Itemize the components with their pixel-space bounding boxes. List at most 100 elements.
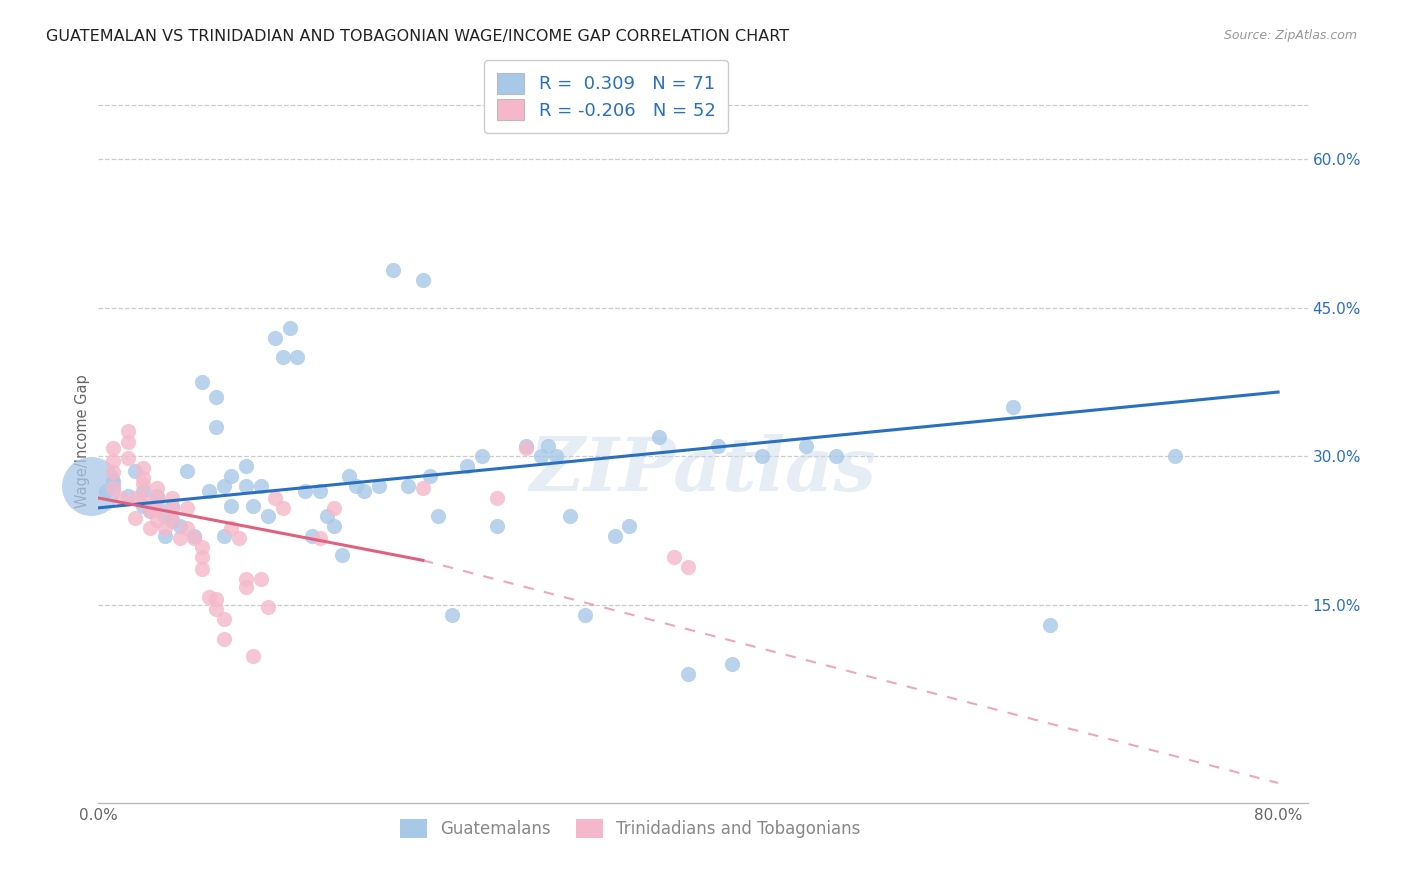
- Point: [101, 481, 124, 495]
- Point: [212, 479, 235, 493]
- Point: [1038, 617, 1060, 632]
- Point: [124, 464, 146, 478]
- Point: [146, 481, 169, 495]
- Y-axis label: Wage/Income Gap: Wage/Income Gap: [75, 375, 90, 508]
- Point: [235, 459, 257, 474]
- Point: [110, 491, 132, 505]
- Point: [537, 440, 560, 454]
- Point: [235, 580, 257, 594]
- Point: [212, 612, 235, 626]
- Point: [198, 483, 221, 498]
- Point: [146, 499, 169, 513]
- Point: [219, 499, 242, 513]
- Point: [160, 503, 183, 517]
- Point: [242, 649, 264, 664]
- Point: [346, 479, 368, 493]
- Point: [235, 479, 257, 493]
- Point: [271, 351, 294, 365]
- Point: [257, 508, 280, 523]
- Point: [367, 479, 389, 493]
- Point: [308, 531, 330, 545]
- Point: [131, 483, 153, 498]
- Point: [271, 500, 294, 515]
- Point: [219, 469, 242, 483]
- Point: [101, 465, 124, 479]
- Point: [678, 667, 700, 681]
- Point: [146, 489, 169, 503]
- Point: [721, 657, 744, 672]
- Point: [485, 518, 508, 533]
- Point: [706, 440, 728, 454]
- Point: [198, 590, 221, 604]
- Point: [560, 508, 582, 523]
- Text: Source: ZipAtlas.com: Source: ZipAtlas.com: [1223, 29, 1357, 42]
- Point: [412, 481, 434, 495]
- Point: [441, 607, 464, 622]
- Point: [153, 528, 176, 542]
- Point: [219, 521, 242, 535]
- Point: [183, 531, 205, 545]
- Point: [353, 483, 375, 498]
- Point: [131, 477, 153, 491]
- Point: [212, 632, 235, 646]
- Point: [131, 499, 153, 513]
- Point: [330, 549, 353, 563]
- Point: [101, 442, 124, 456]
- Point: [212, 528, 235, 542]
- Point: [205, 591, 228, 606]
- Point: [662, 550, 685, 565]
- Point: [419, 469, 441, 483]
- Point: [190, 562, 212, 576]
- Point: [176, 464, 198, 478]
- Point: [396, 479, 419, 493]
- Point: [308, 483, 330, 498]
- Point: [485, 491, 508, 505]
- Point: [515, 442, 537, 456]
- Point: [824, 450, 846, 464]
- Point: [337, 469, 360, 483]
- Point: [1001, 400, 1024, 414]
- Point: [648, 429, 671, 443]
- Point: [124, 510, 146, 524]
- Point: [294, 483, 316, 498]
- Point: [301, 528, 323, 542]
- Point: [117, 424, 139, 438]
- Point: [131, 471, 153, 485]
- Point: [139, 521, 162, 535]
- Point: [153, 521, 176, 535]
- Point: [530, 450, 553, 464]
- Point: [117, 434, 139, 449]
- Point: [471, 450, 494, 464]
- Point: [183, 528, 205, 542]
- Point: [412, 273, 434, 287]
- Point: [619, 518, 641, 533]
- Point: [176, 500, 198, 515]
- Point: [169, 518, 191, 533]
- Text: GUATEMALAN VS TRINIDADIAN AND TOBAGONIAN WAGE/INCOME GAP CORRELATION CHART: GUATEMALAN VS TRINIDADIAN AND TOBAGONIAN…: [46, 29, 790, 44]
- Point: [169, 531, 191, 545]
- Point: [190, 375, 212, 389]
- Point: [190, 541, 212, 555]
- Point: [160, 491, 183, 505]
- Point: [515, 440, 537, 454]
- Point: [101, 454, 124, 468]
- Point: [146, 503, 169, 517]
- Point: [574, 607, 596, 622]
- Point: [264, 330, 287, 344]
- Point: [124, 491, 146, 505]
- Point: [117, 489, 139, 503]
- Point: [190, 550, 212, 565]
- Point: [160, 499, 183, 513]
- Point: [323, 518, 346, 533]
- Point: [678, 560, 700, 574]
- Point: [131, 491, 153, 505]
- Point: [205, 419, 228, 434]
- Point: [146, 513, 169, 527]
- Point: [1164, 450, 1187, 464]
- Point: [131, 461, 153, 475]
- Point: [228, 531, 250, 545]
- Point: [242, 499, 264, 513]
- Point: [139, 503, 162, 517]
- Text: ZIPatlas: ZIPatlas: [530, 434, 876, 507]
- Point: [278, 320, 301, 334]
